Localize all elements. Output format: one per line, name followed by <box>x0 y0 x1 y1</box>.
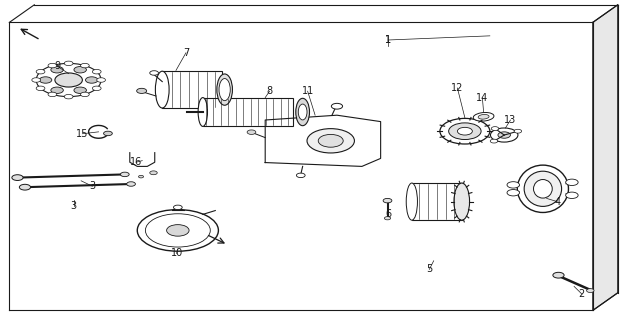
Circle shape <box>150 171 157 175</box>
Circle shape <box>167 225 189 236</box>
Circle shape <box>48 92 57 97</box>
Circle shape <box>36 86 45 91</box>
Circle shape <box>137 88 147 93</box>
Text: 3: 3 <box>71 201 77 212</box>
Ellipse shape <box>454 183 469 220</box>
Circle shape <box>80 92 89 97</box>
Circle shape <box>55 73 82 87</box>
Bar <box>203 98 293 126</box>
Text: 14: 14 <box>476 92 489 103</box>
Circle shape <box>490 128 518 142</box>
Circle shape <box>507 189 520 196</box>
Circle shape <box>74 87 86 93</box>
Circle shape <box>137 210 218 251</box>
Ellipse shape <box>534 180 552 198</box>
Ellipse shape <box>298 104 307 120</box>
Circle shape <box>80 63 89 68</box>
Circle shape <box>64 61 73 66</box>
Circle shape <box>507 182 520 188</box>
Bar <box>412 183 462 220</box>
Circle shape <box>92 86 101 91</box>
Circle shape <box>498 132 510 138</box>
Circle shape <box>318 134 343 147</box>
Circle shape <box>48 63 57 68</box>
Circle shape <box>307 129 354 153</box>
Ellipse shape <box>155 71 169 108</box>
Circle shape <box>51 87 63 93</box>
Circle shape <box>587 289 594 292</box>
Circle shape <box>173 205 182 210</box>
Ellipse shape <box>478 115 489 119</box>
Circle shape <box>449 123 481 140</box>
Text: 6: 6 <box>386 209 392 220</box>
Ellipse shape <box>524 171 562 206</box>
Circle shape <box>120 172 129 177</box>
Circle shape <box>139 175 144 178</box>
Circle shape <box>92 69 101 74</box>
Circle shape <box>296 173 305 178</box>
Circle shape <box>36 63 101 97</box>
Text: 15: 15 <box>76 129 89 139</box>
Text: 16: 16 <box>130 157 142 167</box>
Text: 8: 8 <box>266 86 273 96</box>
Ellipse shape <box>473 112 494 121</box>
Circle shape <box>150 71 158 75</box>
Circle shape <box>64 94 73 99</box>
Circle shape <box>36 69 45 74</box>
Text: 7: 7 <box>183 48 189 58</box>
Circle shape <box>383 198 392 203</box>
Circle shape <box>127 182 135 186</box>
Text: 2: 2 <box>578 289 585 299</box>
Circle shape <box>74 67 86 73</box>
Circle shape <box>39 77 52 83</box>
Circle shape <box>491 127 499 131</box>
Circle shape <box>440 118 490 144</box>
Ellipse shape <box>217 74 232 105</box>
Circle shape <box>566 192 578 198</box>
Circle shape <box>384 217 391 220</box>
Circle shape <box>51 67 64 73</box>
Circle shape <box>32 78 41 82</box>
Circle shape <box>553 272 564 278</box>
Text: 12: 12 <box>451 83 464 93</box>
Bar <box>162 71 222 108</box>
Ellipse shape <box>219 79 230 101</box>
Text: 10: 10 <box>170 248 183 259</box>
Ellipse shape <box>198 98 207 126</box>
Circle shape <box>490 139 498 143</box>
Text: 5: 5 <box>426 264 432 275</box>
Text: 1: 1 <box>385 35 391 45</box>
Circle shape <box>85 77 98 83</box>
Circle shape <box>19 184 31 190</box>
Circle shape <box>12 175 23 180</box>
Polygon shape <box>265 115 381 166</box>
Text: 11: 11 <box>301 86 314 96</box>
Polygon shape <box>593 5 618 310</box>
Text: 4: 4 <box>554 196 560 207</box>
Circle shape <box>331 103 343 109</box>
Circle shape <box>104 131 112 136</box>
Circle shape <box>145 214 210 247</box>
Text: 3: 3 <box>89 181 95 191</box>
Circle shape <box>97 78 105 82</box>
Circle shape <box>566 179 578 186</box>
Circle shape <box>457 127 472 135</box>
Ellipse shape <box>517 165 568 212</box>
Circle shape <box>247 130 256 134</box>
Ellipse shape <box>296 98 310 126</box>
Text: 9: 9 <box>54 61 61 71</box>
Circle shape <box>514 129 522 133</box>
Text: 1: 1 <box>385 35 391 45</box>
Text: 13: 13 <box>504 115 517 125</box>
Ellipse shape <box>406 183 417 220</box>
